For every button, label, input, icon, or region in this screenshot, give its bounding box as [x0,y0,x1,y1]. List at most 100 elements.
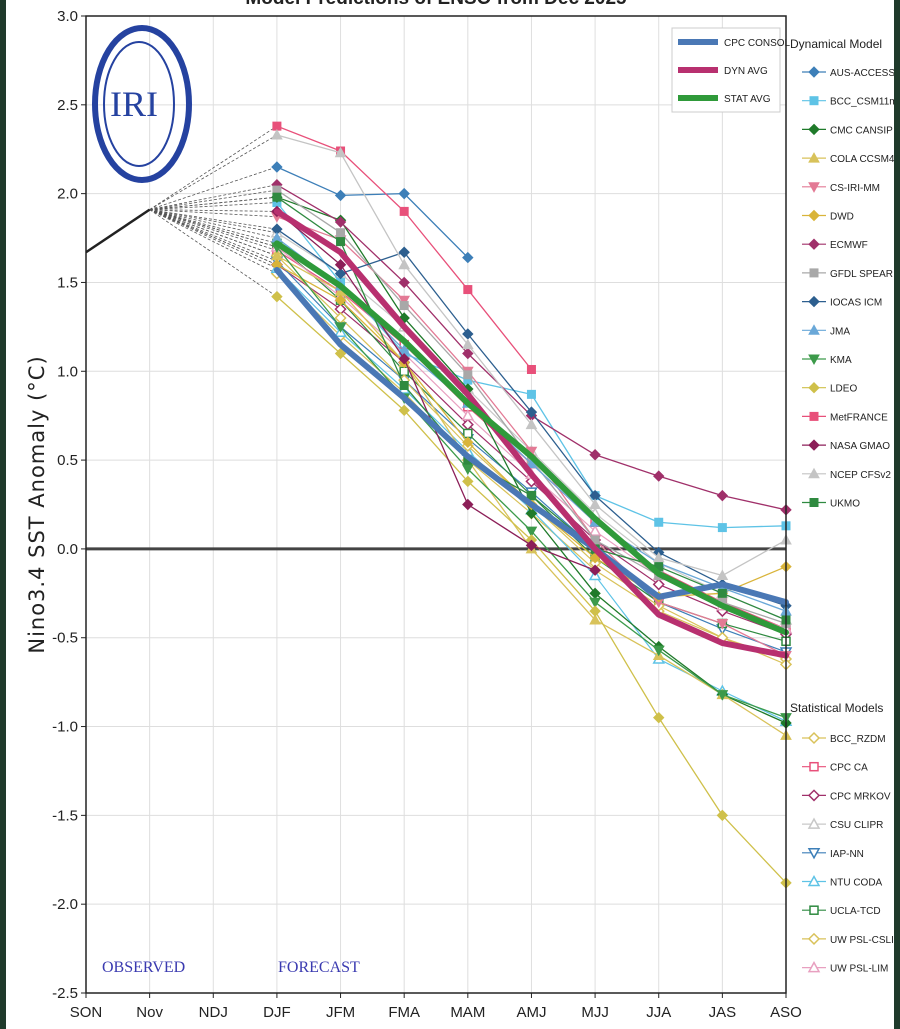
x-tick-label: FMA [388,1004,420,1021]
stat-model-point-ucla-tcd [399,366,409,377]
dyn-model-point-ukmo [526,491,536,501]
dynamical-legend-label: CMC CANSIP [830,125,893,136]
dyn-model-point-kma [334,322,347,333]
dynamical-legend-marker [808,238,820,250]
observed-label: OBSERVED [102,959,185,976]
consensus-line-dyn-avg [273,208,789,659]
forecast-label: FORECAST [278,959,360,976]
statistical-legend-marker [807,874,821,887]
y-tick-label: 2.0 [57,186,78,203]
dyn-model-point-iocas-icm [334,267,347,280]
dyn-model-line-nasa-gmao [276,210,596,571]
dyn-model-point-metfrance [272,121,282,131]
dynamical-legend-label: GFDL SPEAR [830,269,893,280]
dyn-model-point-ldeo [653,711,665,724]
dyn-model-point-kma [716,690,729,701]
statistical-legend-marker [807,961,821,973]
plot-border [85,15,787,994]
statistical-legend-label: UCLA-TCD [830,906,881,917]
y-tick-label: -1.5 [52,807,78,824]
statistical-legend-label: IAP-NN [830,849,864,860]
dyn-model-point-ukmo [336,237,346,247]
statistical-legend-label: CPC CA [830,763,868,774]
statistical-legend-marker [809,905,819,915]
dyn-model-point-ncep-cfsv2 [461,338,474,350]
dyn-model-point-cmc-cansip [525,507,538,520]
dyn-model-point-kma [461,464,474,476]
dyn-model-point-iocas-icm [525,406,538,418]
y-tick-label: -0.5 [52,630,78,647]
fan-line [149,209,278,269]
dynamical-legend-marker [809,411,819,421]
dynamical-legend-label: IOCAS ICM [830,298,882,309]
dyn-model-point-gfdl-spear [463,370,473,380]
dyn-model-point-iocas-icm [398,246,410,258]
dyn-model-point-metfrance [526,364,536,374]
dyn-model-point-metfrance [463,285,473,295]
fan-line [149,209,278,244]
fan-line [149,209,278,297]
dyn-model-point-cola-ccsm4 [589,613,601,625]
dynamical-legend-marker [808,467,820,479]
fan-line [149,125,278,210]
dyn-model-point-gfdl-spear [399,301,409,311]
logo-ring-inner [103,41,175,167]
dyn-model-point-ecmwf [398,276,410,289]
stat-model-point-uw-psl-lim [588,524,602,536]
dyn-model-point-nasa-gmao [525,539,538,552]
logo-ring-outer [92,25,192,183]
dyn-model-point-nasa-gmao [589,564,601,576]
fan-line [149,209,277,239]
x-tick-label: JFM [326,1004,355,1021]
x-tick-label: SON [70,1004,103,1021]
dynamical-legend-label: BCC_CSM11m [830,97,894,108]
statistical-legend-marker [807,731,821,745]
dynamical-legend-label: COLA CCSM4 [830,154,894,165]
statistical-legend-label: UW PSL-LIM [830,964,888,975]
x-tick-label: MAM [450,1004,485,1021]
statistical-legend-marker [807,932,821,945]
iri-logo: IRI [92,25,192,183]
y-tick-label: 2.5 [57,97,78,114]
dynamical-legend-marker [808,66,820,78]
dyn-model-point-aus-access [271,161,283,173]
dyn-model-point-ecmwf [716,489,729,502]
fan-line [149,134,278,210]
fan-line [149,189,277,211]
y-tick-label: 3.0 [57,8,78,25]
plot-area [86,16,786,993]
dyn-model-point-nasa-gmao [398,353,410,365]
dynamical-legend-marker [809,268,819,278]
x-tick-label: JAS [709,1004,737,1021]
dyn-model-point-ncep-cfsv2 [716,569,729,581]
statistical-legend-marker [807,848,821,860]
dyn-model-point-ldeo [334,347,347,360]
observed-line [85,208,151,254]
statistical-legend-label: CSU CLIPR [830,820,883,831]
x-tick-label: NDJ [199,1004,228,1021]
dyn-model-point-aus-access [462,251,474,264]
x-tick-label: ASO [770,1004,802,1021]
fan-line [149,209,277,234]
dyn-model-point-dwd [334,294,347,306]
dyn-model-point-bcc-csm11m [717,523,727,533]
stat-model-point-cpc-mrkov [652,578,665,591]
dyn-model-point-ecmwf [589,449,601,461]
dynamical-legend-label: ECMWF [830,240,868,251]
chart-title: Model Predictions of ENSO from Dec 2025 [245,0,627,9]
dyn-model-point-ncep-cfsv2 [398,258,411,270]
dyn-model-point-cs-iri-mm [398,295,411,307]
dynamical-legend-label: UKMO [830,499,860,510]
dyn-model-point-ncep-cfsv2 [652,551,665,563]
dynamical-legend-marker [808,152,820,163]
y-axis-label: Nino3.4 SST Anomaly (°C) [25,355,49,653]
dyn-model-point-kma [589,597,601,609]
dynamical-legend-marker [809,498,819,507]
dynamical-legend-marker [808,123,820,136]
statistical-legend-marker [807,817,821,829]
fan-line [149,209,278,251]
dyn-model-point-ncep-cfsv2 [334,146,347,158]
y-tick-label: 1.5 [57,274,78,291]
fan-line [149,166,278,211]
dyn-model-point-kma [525,526,538,538]
